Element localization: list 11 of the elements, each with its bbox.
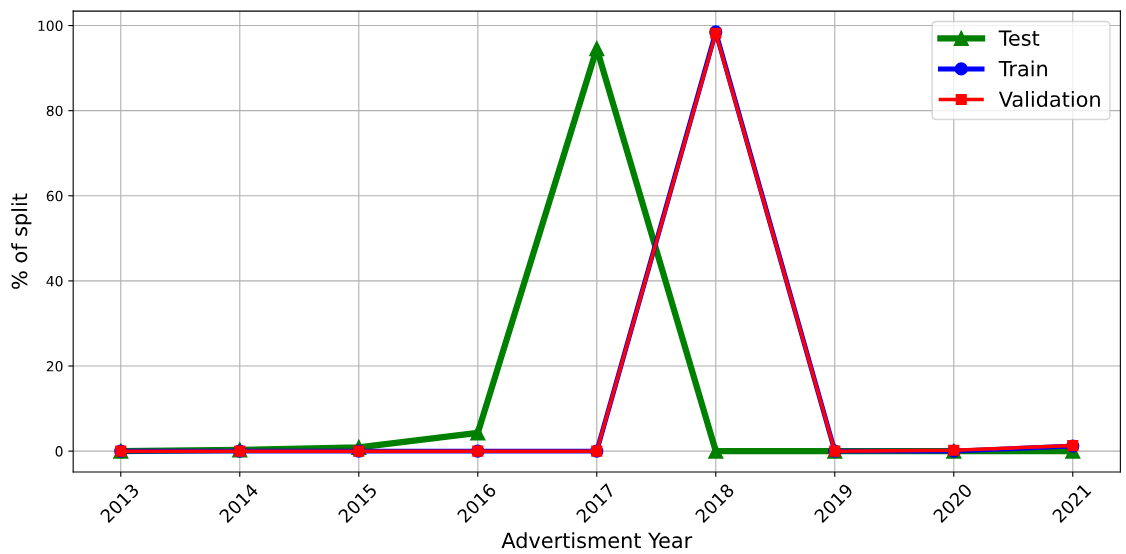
legend-label: Test (998, 30, 1040, 46)
y-tick-label: 40 (46, 275, 63, 287)
y-tick-label: 20 (46, 361, 63, 372)
legend-label: Train (998, 60, 1047, 77)
y-tick-label: 60 (46, 190, 63, 202)
y-tick-label: 80 (46, 105, 63, 117)
legend-label: Validation (998, 90, 1100, 108)
x-axis-title: Advertisment Year (501, 532, 693, 549)
y-axis-title: % of split (11, 193, 32, 289)
y-tick-label: 0 (55, 446, 63, 457)
y-tick-label: 100 (38, 20, 63, 32)
